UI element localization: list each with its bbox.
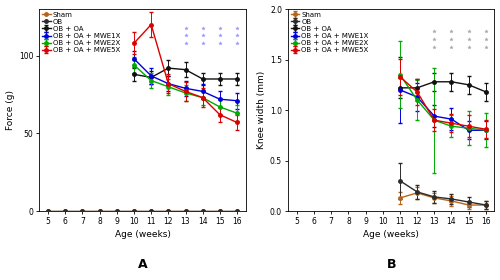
Sham	[200, 209, 205, 213]
Sham	[80, 209, 86, 213]
OB	[166, 209, 172, 213]
Sham	[166, 209, 172, 213]
Sham	[182, 209, 188, 213]
OB	[217, 209, 223, 213]
OB	[234, 209, 240, 213]
Legend: Sham, OB, OB + OA, OB + OA + MWE1X, OB + OA + MWE2X, OB + OA + MWE5X: Sham, OB, OB + OA, OB + OA + MWE1X, OB +…	[42, 11, 120, 54]
OB	[62, 209, 68, 213]
OB	[45, 209, 51, 213]
Y-axis label: Force (g): Force (g)	[6, 90, 15, 130]
X-axis label: Age (weeks): Age (weeks)	[114, 230, 170, 239]
OB	[80, 209, 86, 213]
Line: Sham: Sham	[46, 209, 239, 213]
OB	[96, 209, 102, 213]
OB	[131, 209, 137, 213]
Sham	[234, 209, 240, 213]
Line: OB: OB	[46, 209, 239, 213]
Sham	[45, 209, 51, 213]
Sham	[96, 209, 102, 213]
X-axis label: Age (weeks): Age (weeks)	[364, 230, 420, 239]
OB	[182, 209, 188, 213]
Y-axis label: Knee width (mm): Knee width (mm)	[256, 71, 266, 149]
Sham	[114, 209, 120, 213]
OB	[200, 209, 205, 213]
Sham	[217, 209, 223, 213]
OB	[114, 209, 120, 213]
Text: B: B	[386, 258, 396, 271]
Sham	[131, 209, 137, 213]
Sham	[62, 209, 68, 213]
Text: A: A	[138, 258, 147, 271]
Sham	[148, 209, 154, 213]
Legend: Sham, OB, OB + OA, OB + OA + MWE1X, OB + OA + MWE2X, OB + OA + MWE5X: Sham, OB, OB + OA, OB + OA + MWE1X, OB +…	[290, 11, 370, 54]
OB	[148, 209, 154, 213]
